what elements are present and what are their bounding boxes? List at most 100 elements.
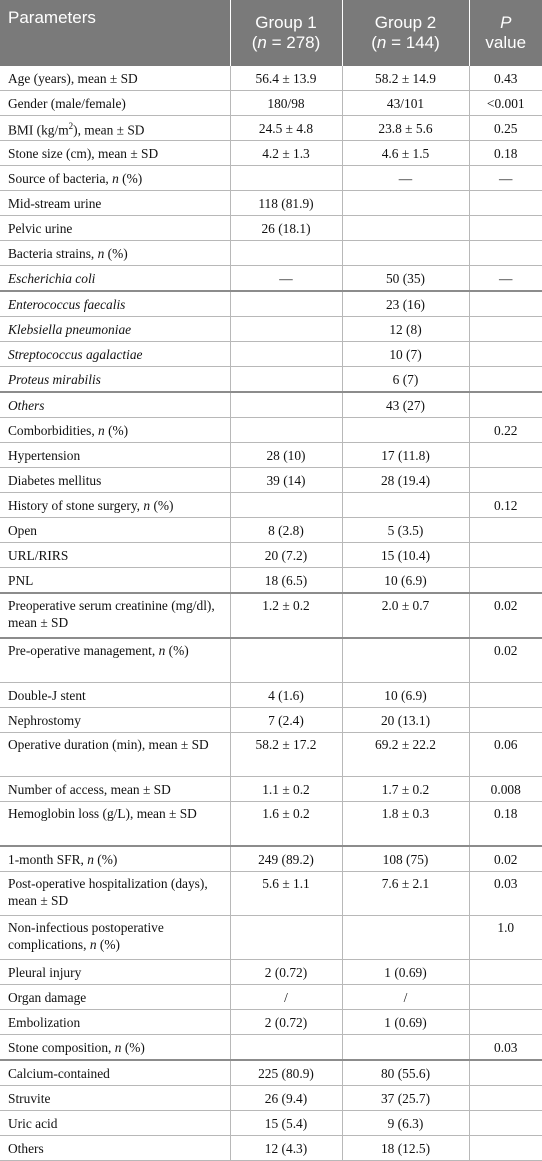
- table-row: Pelvic urine 26 (18.1): [0, 215, 542, 241]
- cell-group-2: 5 (3.5): [342, 517, 470, 543]
- cell-group-1: [230, 492, 343, 518]
- cell-group-2: 9 (6.3): [342, 1110, 470, 1136]
- table-row: Age (years), mean ± SD 56.4 ± 13.9 58.2 ± …: [0, 66, 542, 91]
- cell-group-2: 108 (75): [342, 846, 470, 872]
- cell-parameter: 1-month SFR, n (%): [0, 846, 231, 872]
- cell-p-value: [469, 215, 542, 241]
- cell-parameter: Non-infectious postoperative complicatio…: [0, 915, 231, 960]
- cell-p-value: 0.43: [469, 66, 542, 91]
- cell-group-2: [342, 190, 470, 216]
- cell-group-1: 4.2 ± 1.3: [230, 140, 343, 166]
- cell-group-2: 28 (19.4): [342, 467, 470, 493]
- cell-p-value: [469, 291, 542, 317]
- table-row: Hypertension 28 (10) 17 (11.8): [0, 442, 542, 468]
- table-row: PNL 18 (6.5) 10 (6.9): [0, 567, 542, 594]
- cell-group-1: 28 (10): [230, 442, 343, 468]
- cell-group-2: 1 (0.69): [342, 959, 470, 985]
- cell-parameter: Proteus mirabilis: [0, 366, 231, 393]
- cell-p-value: [469, 392, 542, 418]
- cell-parameter: Mid-stream urine: [0, 190, 231, 216]
- cell-group-2: [342, 215, 470, 241]
- cell-group-1: 7 (2.4): [230, 707, 343, 733]
- cell-p-value: —: [469, 265, 542, 292]
- cell-parameter: Others: [0, 1135, 231, 1161]
- table-row: Nephrostomy 7 (2.4) 20 (13.1): [0, 707, 542, 733]
- table-row: Klebsiella pneumoniae 12 (8): [0, 316, 542, 342]
- table-row: Proteus mirabilis 6 (7): [0, 366, 542, 393]
- cell-group-2: /: [342, 984, 470, 1010]
- cell-p-value: 0.12: [469, 492, 542, 518]
- table-row: Non-infectious postoperative complicatio…: [0, 915, 542, 960]
- cell-group-1: 12 (4.3): [230, 1135, 343, 1161]
- cell-p-value: [469, 341, 542, 367]
- cell-group-2: 10 (6.9): [342, 682, 470, 708]
- cell-p-value: [469, 1060, 542, 1086]
- cell-group-1: [230, 165, 343, 191]
- cell-group-1: 2 (0.72): [230, 1009, 343, 1035]
- cell-parameter: Stone composition, n (%): [0, 1034, 231, 1061]
- cell-group-1: [230, 291, 343, 317]
- table-row: Operative duration (min), mean ± SD 58.2 …: [0, 732, 542, 777]
- table-row: URL/RIRS 20 (7.2) 15 (10.4): [0, 542, 542, 568]
- cell-group-1: 26 (9.4): [230, 1085, 343, 1111]
- cell-p-value: 0.03: [469, 1034, 542, 1061]
- cell-group-1: 24.5 ± 4.8: [230, 115, 343, 141]
- table-row: Struvite 26 (9.4) 37 (25.7): [0, 1085, 542, 1111]
- cell-group-2: —: [342, 165, 470, 191]
- cell-group-1: 8 (2.8): [230, 517, 343, 543]
- table-row: Others 43 (27): [0, 392, 542, 418]
- cell-group-2: 43 (27): [342, 392, 470, 418]
- cell-group-1: 1.1 ± 0.2: [230, 776, 343, 802]
- cell-p-value: 0.03: [469, 871, 542, 916]
- cell-parameter: Enterococcus faecalis: [0, 291, 231, 317]
- cell-p-value: 0.22: [469, 417, 542, 443]
- table-row: Organ damage / /: [0, 984, 542, 1010]
- table-header: Parameters Group 1 (n = 278) Group 2 (n …: [0, 0, 542, 66]
- cell-group-2: 6 (7): [342, 366, 470, 393]
- cell-parameter: PNL: [0, 567, 231, 594]
- cell-p-value: 0.02: [469, 638, 542, 683]
- cell-p-value: [469, 1135, 542, 1161]
- cell-p-value: [469, 567, 542, 594]
- cell-p-value: [469, 707, 542, 733]
- cell-parameter: Gender (male/female): [0, 90, 231, 116]
- table-row: Embolization 2 (0.72) 1 (0.69): [0, 1009, 542, 1035]
- cell-parameter: Open: [0, 517, 231, 543]
- cell-group-1: 58.2 ± 17.2: [230, 732, 343, 777]
- cell-parameter: Struvite: [0, 1085, 231, 1111]
- cell-group-2: 80 (55.6): [342, 1060, 470, 1086]
- cell-group-2: [342, 240, 470, 266]
- cell-parameter: Source of bacteria, n (%): [0, 165, 231, 191]
- cell-p-value: [469, 190, 542, 216]
- cell-parameter: Klebsiella pneumoniae: [0, 316, 231, 342]
- cell-group-1: 225 (80.9): [230, 1060, 343, 1086]
- table-row: History of stone surgery, n (%) 0.12: [0, 492, 542, 518]
- cell-parameter: Escherichia coli: [0, 265, 231, 292]
- cell-parameter: History of stone surgery, n (%): [0, 492, 231, 518]
- cell-p-value: [469, 1009, 542, 1035]
- table-row: Source of bacteria, n (%) — —: [0, 165, 542, 191]
- cell-group-2: 43/101: [342, 90, 470, 116]
- table-row: Open 8 (2.8) 5 (3.5): [0, 517, 542, 543]
- cell-parameter: Hemoglobin loss (g/L), mean ± SD: [0, 801, 231, 847]
- header-parameters: Parameters: [0, 0, 231, 66]
- cell-parameter: Preoperative serum creatinine (mg/dl), m…: [0, 593, 231, 639]
- table-row: Pre-operative management, n (%) 0.02: [0, 638, 542, 683]
- cell-p-value: [469, 1110, 542, 1136]
- cell-group-1: 26 (18.1): [230, 215, 343, 241]
- cell-group-2: 1.8 ± 0.3: [342, 801, 470, 847]
- cell-parameter: Hypertension: [0, 442, 231, 468]
- cell-group-2: 4.6 ± 1.5: [342, 140, 470, 166]
- cell-parameter: Bacteria strains, n (%): [0, 240, 231, 266]
- cell-parameter: Streptococcus agalactiae: [0, 341, 231, 367]
- cell-p-value: 0.18: [469, 140, 542, 166]
- cell-p-value: [469, 240, 542, 266]
- cell-parameter: Calcium-contained: [0, 1060, 231, 1086]
- cell-group-1: 249 (89.2): [230, 846, 343, 872]
- cell-parameter: Embolization: [0, 1009, 231, 1035]
- cell-p-value: [469, 542, 542, 568]
- cell-parameter: Double-J stent: [0, 682, 231, 708]
- table-row: Escherichia coli —50 (35) —: [0, 265, 542, 292]
- cell-group-1: [230, 316, 343, 342]
- cell-group-2: [342, 915, 470, 960]
